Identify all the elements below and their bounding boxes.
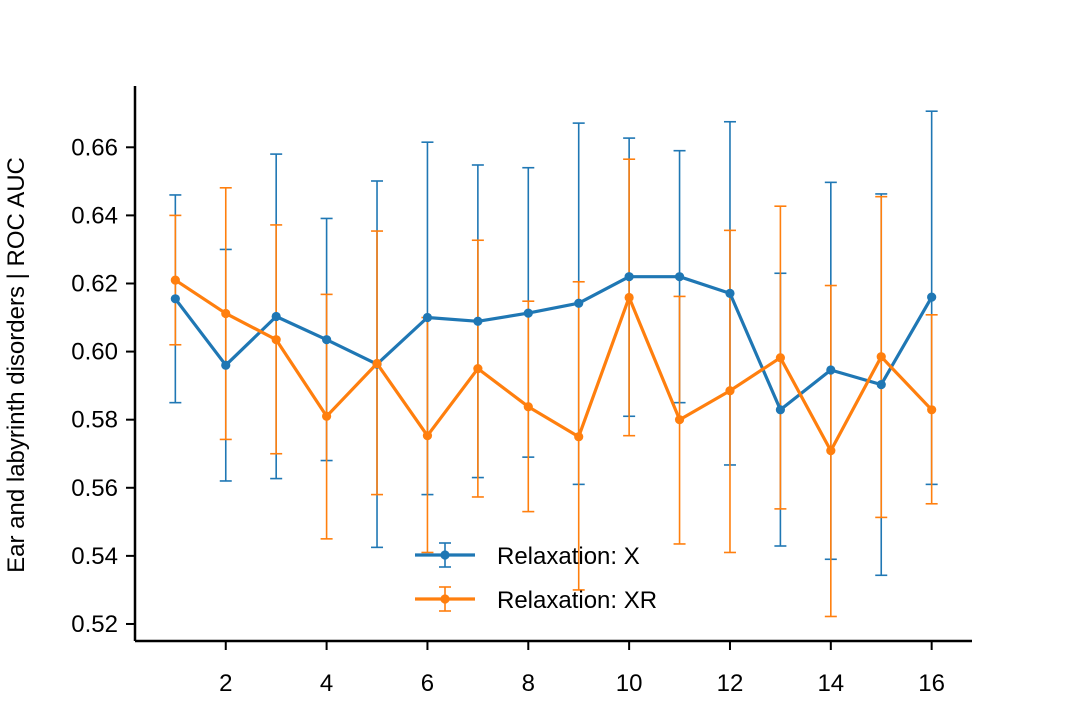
data-point xyxy=(221,308,231,319)
x-ticks: 2 4 6 8 10 12 14 16 xyxy=(219,641,945,697)
data-point xyxy=(473,364,483,374)
x-tick-label: 16 xyxy=(918,670,945,697)
legend: Relaxation: X Relaxation: XR xyxy=(415,542,657,614)
data-point xyxy=(826,446,836,456)
x-tick-label: 6 xyxy=(421,670,434,697)
y-ticks: 0.52 0.54 0.56 0.58 0.60 0.62 0.64 0.66 xyxy=(71,134,135,638)
data-point xyxy=(473,316,483,326)
data-point xyxy=(725,288,735,298)
data-point xyxy=(574,432,584,442)
data-point xyxy=(523,308,533,318)
data-point xyxy=(170,275,180,285)
data-point xyxy=(422,312,433,323)
y-tick-label: 0.52 xyxy=(71,611,118,638)
y-tick-label: 0.62 xyxy=(71,270,118,297)
data-point xyxy=(826,365,836,375)
data-point xyxy=(927,292,937,302)
data-point xyxy=(725,386,735,396)
data-point xyxy=(876,380,886,390)
y-tick-label: 0.56 xyxy=(71,475,118,502)
error-bars xyxy=(169,110,938,618)
data-point xyxy=(221,360,231,370)
data-point xyxy=(271,335,281,345)
data-point xyxy=(422,431,433,441)
x-tick-label: 12 xyxy=(717,670,744,697)
data-point xyxy=(322,411,332,421)
series-line-2 xyxy=(174,278,933,453)
data-point xyxy=(322,335,332,345)
data-point xyxy=(170,294,180,304)
y-tick-label: 0.60 xyxy=(71,339,118,366)
x-tick-label: 4 xyxy=(320,670,333,697)
legend-label: Relaxation: X xyxy=(497,543,640,570)
x-tick-label: 14 xyxy=(817,670,844,697)
y-tick-label: 0.66 xyxy=(71,134,118,161)
data-point xyxy=(927,405,937,415)
y-tick-label: 0.64 xyxy=(71,202,118,229)
data-point xyxy=(775,353,785,363)
data-point xyxy=(624,292,634,303)
data-point xyxy=(876,352,886,362)
series-lines xyxy=(170,272,937,456)
data-point xyxy=(674,415,685,425)
x-tick-label: 8 xyxy=(522,670,535,697)
data-point xyxy=(574,298,584,308)
series-line-1 xyxy=(174,275,934,412)
x-tick-label: 10 xyxy=(616,670,643,697)
axes xyxy=(133,86,972,643)
data-point xyxy=(523,402,533,412)
y-axis-label: Ear and labyrinth disorders | ROC AUC xyxy=(3,157,30,573)
legend-label: Relaxation: XR xyxy=(497,587,657,614)
data-point xyxy=(624,272,634,282)
y-tick-label: 0.58 xyxy=(71,407,118,434)
legend-marker xyxy=(440,594,450,604)
legend-marker xyxy=(440,550,450,560)
data-point xyxy=(271,311,281,322)
data-point xyxy=(372,358,382,369)
data-point xyxy=(674,272,685,282)
x-tick-label: 2 xyxy=(219,670,232,697)
data-point xyxy=(775,405,785,415)
y-tick-label: 0.54 xyxy=(71,543,118,570)
